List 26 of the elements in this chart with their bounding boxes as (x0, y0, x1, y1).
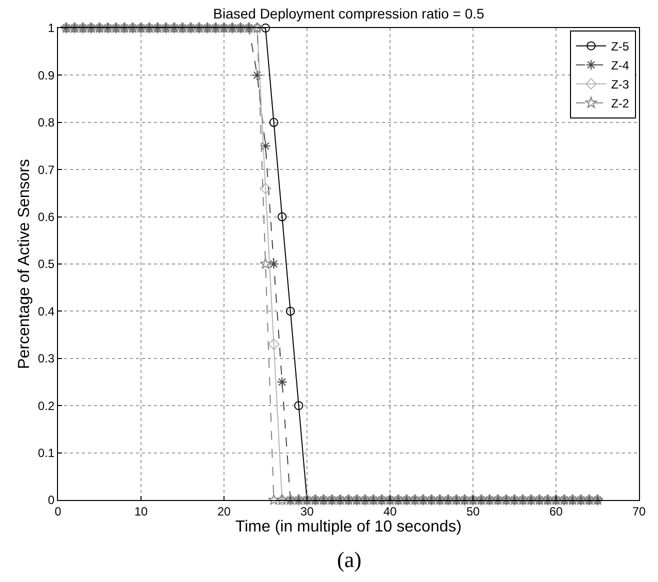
x-tick-label: 30 (300, 504, 314, 518)
x-tick-label: 20 (217, 504, 231, 518)
x-tick-label: 70 (632, 504, 646, 518)
y-tick-label: 0.6 (38, 210, 55, 224)
y-tick-label: 1 (48, 21, 55, 36)
y-tick-label: 0 (48, 493, 55, 508)
x-tick-label: 60 (549, 504, 563, 518)
y-axis-title: Percentage of Active Sensors (16, 159, 33, 369)
text: (a) (337, 547, 362, 572)
legend-label: Z-4 (611, 58, 630, 73)
y-tick-label: 0.9 (38, 68, 55, 82)
legend-label: Z-2 (611, 96, 630, 111)
y-tick-label: 0.2 (38, 398, 55, 413)
x-tick-label: 40 (383, 504, 397, 518)
legend-label: Z-3 (611, 78, 630, 92)
legend-label: Z-5 (611, 40, 630, 54)
x-tick-label: 10 (134, 504, 148, 518)
x-tick-label: 50 (466, 504, 480, 518)
y-tick-label: 0.3 (38, 352, 55, 366)
y-tick-label: 0.4 (38, 304, 55, 318)
x-axis-title: Time (in multiple of 10 seconds) (235, 518, 462, 536)
y-tick-label: 0.8 (38, 116, 55, 130)
y-tick-label: 0.5 (38, 257, 55, 272)
chart-title: Biased Deployment compression ratio = 0.5 (213, 6, 485, 22)
y-tick-label: 0.1 (38, 446, 55, 460)
y-tick-label: 0.7 (38, 162, 55, 177)
